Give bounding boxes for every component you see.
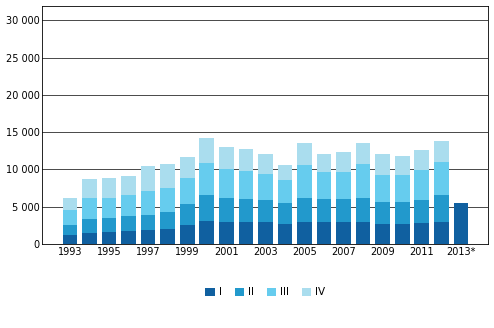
Bar (82, 233, 97, 244)
Bar (161, 212, 175, 229)
Bar (278, 224, 292, 244)
Bar (375, 202, 390, 224)
Bar (297, 143, 312, 165)
Bar (258, 154, 273, 174)
Bar (434, 141, 449, 162)
Bar (141, 191, 156, 215)
Bar (356, 198, 370, 221)
Bar (200, 221, 214, 244)
Bar (414, 150, 429, 170)
Bar (453, 203, 468, 244)
Bar (414, 223, 429, 244)
Bar (317, 199, 331, 222)
Bar (102, 198, 117, 218)
Bar (121, 231, 136, 244)
Bar (141, 231, 156, 244)
Bar (219, 198, 234, 221)
Bar (141, 215, 156, 231)
Bar (375, 154, 390, 174)
Bar (121, 195, 136, 216)
Bar (258, 174, 273, 200)
Bar (63, 224, 77, 235)
Bar (180, 157, 195, 178)
Bar (180, 178, 195, 204)
Bar (434, 195, 449, 221)
Bar (317, 154, 331, 173)
Bar (258, 222, 273, 244)
Bar (356, 221, 370, 244)
Bar (375, 224, 390, 244)
Bar (414, 200, 429, 223)
Bar (336, 222, 351, 244)
Bar (356, 164, 370, 198)
Bar (434, 221, 449, 244)
Bar (180, 204, 195, 225)
Bar (317, 222, 331, 244)
Bar (395, 202, 410, 224)
Bar (258, 200, 273, 222)
Bar (434, 162, 449, 195)
Bar (395, 156, 410, 175)
Bar (297, 221, 312, 244)
Bar (278, 203, 292, 224)
Bar (219, 169, 234, 198)
Bar (82, 198, 97, 219)
Bar (395, 224, 410, 244)
Bar (141, 166, 156, 191)
Bar (161, 164, 175, 188)
Bar (336, 172, 351, 199)
Bar (239, 149, 253, 171)
Bar (82, 219, 97, 233)
Legend: I, II, III, IV: I, II, III, IV (206, 287, 325, 297)
Bar (200, 138, 214, 163)
Bar (102, 218, 117, 232)
Bar (317, 173, 331, 199)
Bar (297, 198, 312, 221)
Bar (356, 143, 370, 164)
Bar (161, 229, 175, 244)
Bar (121, 176, 136, 195)
Bar (200, 195, 214, 221)
Bar (63, 198, 77, 210)
Bar (180, 225, 195, 244)
Bar (82, 179, 97, 198)
Bar (336, 199, 351, 222)
Bar (239, 199, 253, 222)
Bar (336, 152, 351, 172)
Bar (102, 178, 117, 198)
Bar (63, 235, 77, 244)
Bar (239, 222, 253, 244)
Bar (219, 221, 234, 244)
Bar (161, 188, 175, 212)
Bar (63, 210, 77, 224)
Bar (278, 180, 292, 203)
Bar (219, 147, 234, 169)
Bar (297, 165, 312, 198)
Bar (102, 232, 117, 244)
Bar (414, 170, 429, 200)
Bar (239, 171, 253, 199)
Bar (278, 165, 292, 180)
Bar (121, 216, 136, 231)
Bar (200, 163, 214, 195)
Bar (395, 175, 410, 202)
Bar (375, 174, 390, 202)
